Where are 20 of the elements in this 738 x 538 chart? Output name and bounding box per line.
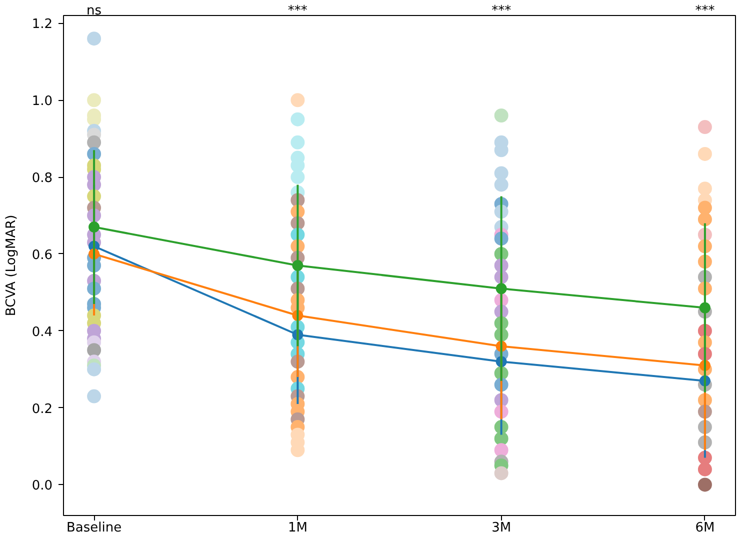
y-tick-label: 0.2	[32, 402, 53, 417]
x-tick-label: 3M	[492, 520, 512, 536]
point	[88, 222, 100, 233]
annotation: ***	[695, 4, 716, 18]
annotation: ns	[86, 4, 102, 18]
y-tick-label: 0.6	[32, 248, 53, 263]
y-tick-label: 0.8	[32, 171, 53, 186]
y-tick-label: 0.4	[32, 324, 53, 340]
x-tick-label: Baseline	[66, 520, 122, 536]
point	[292, 260, 304, 271]
y-tick-label: 1.2	[32, 17, 53, 32]
point	[699, 302, 710, 314]
point	[496, 283, 507, 294]
annotation: ***	[492, 4, 512, 18]
y-axis-title: BCVA (LogMAR)	[4, 214, 19, 316]
annotation: ***	[288, 4, 308, 18]
y-tick-label: 0.0	[32, 478, 53, 494]
y-tick-label: 1.0	[32, 94, 53, 110]
x-tick-label: 1M	[288, 520, 308, 536]
x-tick-label: 6M	[695, 520, 715, 536]
